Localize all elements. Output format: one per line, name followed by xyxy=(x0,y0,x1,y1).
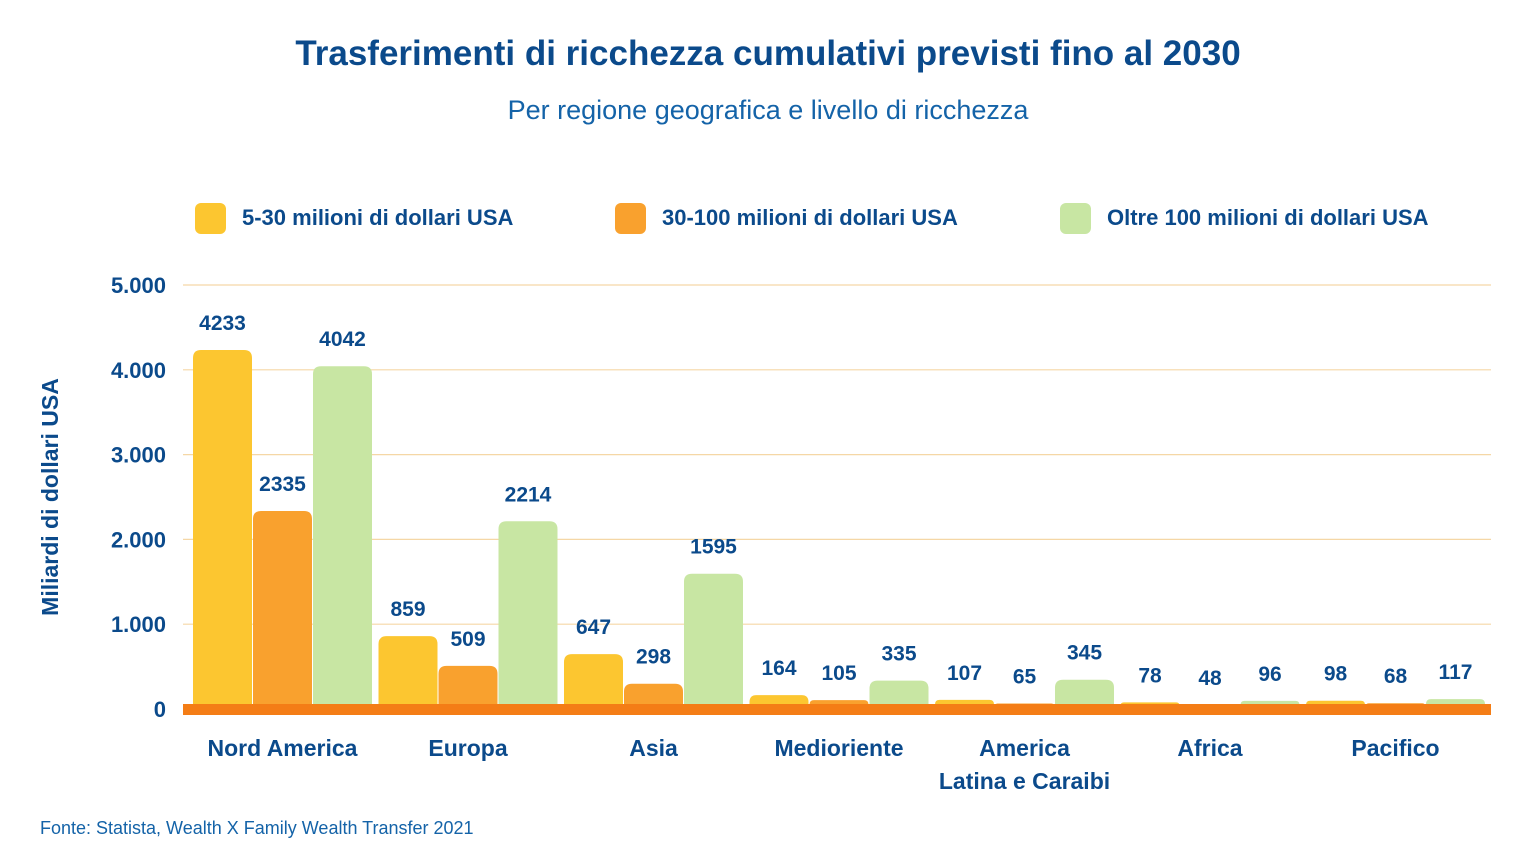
y-tick-label: 1.000 xyxy=(111,612,166,637)
bar xyxy=(684,573,743,709)
data-label: 2214 xyxy=(505,483,552,506)
data-label: 1595 xyxy=(690,536,737,559)
category-label: America xyxy=(979,735,1070,761)
data-label: 105 xyxy=(821,662,856,685)
y-axis-title: Miliardi di dollari USA xyxy=(37,378,63,616)
data-label: 164 xyxy=(761,657,796,680)
chart-subtitle: Per regione geografica e livello di ricc… xyxy=(507,95,1029,125)
bar xyxy=(313,366,372,709)
data-label: 4042 xyxy=(319,328,366,351)
category-label: Nord America xyxy=(208,735,358,761)
legend-label-series-1: 5-30 milioni di dollari USA xyxy=(242,205,514,230)
data-label: 647 xyxy=(576,616,611,639)
data-label: 509 xyxy=(450,628,485,651)
legend-swatch-series-3 xyxy=(1060,202,1091,234)
data-label: 2335 xyxy=(259,473,306,496)
category-label: Asia xyxy=(629,735,678,761)
bar xyxy=(624,683,683,709)
chart-title: Trasferimenti di ricchezza cumulativi pr… xyxy=(295,34,1241,73)
legend: 5-30 milioni di dollari USA 30-100 milio… xyxy=(0,202,1536,236)
bar xyxy=(1055,679,1114,709)
y-tick-label: 4.000 xyxy=(111,358,166,383)
legend-label-series-2: 30-100 milioni di dollari USA xyxy=(662,205,958,230)
y-tick-label: 5.000 xyxy=(111,273,166,298)
category-label: Europa xyxy=(428,735,507,761)
bar xyxy=(193,350,252,709)
y-tick-label: 3.000 xyxy=(111,443,166,468)
category-label: Africa xyxy=(1177,735,1242,761)
data-label: 96 xyxy=(1258,663,1281,686)
data-label: 345 xyxy=(1067,642,1102,665)
category-label: Pacifico xyxy=(1351,735,1439,761)
source-note: Fonte: Statista, Wealth X Family Wealth … xyxy=(40,818,474,838)
data-label: 117 xyxy=(1439,661,1473,684)
data-label: 335 xyxy=(881,643,916,666)
legend-label-series-3: Oltre 100 milioni di dollari USA xyxy=(1107,205,1429,230)
bar xyxy=(438,665,498,709)
data-label: 48 xyxy=(1198,667,1222,690)
data-label: 107 xyxy=(947,662,982,685)
data-label: 98 xyxy=(1324,663,1348,686)
y-tick-label: 2.000 xyxy=(111,527,166,552)
y-tick-label: 0 xyxy=(154,697,166,722)
legend-item-series-3: Oltre 100 milioni di dollari USA xyxy=(1060,202,1429,234)
legend-item-series-2: 30-100 milioni di dollari USA xyxy=(615,202,958,234)
data-label: 68 xyxy=(1384,665,1408,688)
legend-swatch-series-2 xyxy=(615,202,646,234)
bar xyxy=(253,510,312,709)
data-label: 65 xyxy=(1013,665,1037,688)
data-label: 4233 xyxy=(199,312,246,335)
category-label: Medioriente xyxy=(774,735,903,761)
x-axis-baseline xyxy=(183,704,1491,715)
data-label: 298 xyxy=(636,646,671,669)
bar xyxy=(378,636,438,709)
bar xyxy=(564,654,623,709)
bar xyxy=(869,680,929,709)
bar xyxy=(498,521,558,709)
category-label: Latina e Caraibi xyxy=(939,768,1110,794)
data-label: 859 xyxy=(390,598,425,621)
legend-swatch-series-1 xyxy=(195,202,226,234)
legend-item-series-1: 5-30 milioni di dollari USA xyxy=(195,202,513,234)
data-label: 78 xyxy=(1138,664,1162,687)
